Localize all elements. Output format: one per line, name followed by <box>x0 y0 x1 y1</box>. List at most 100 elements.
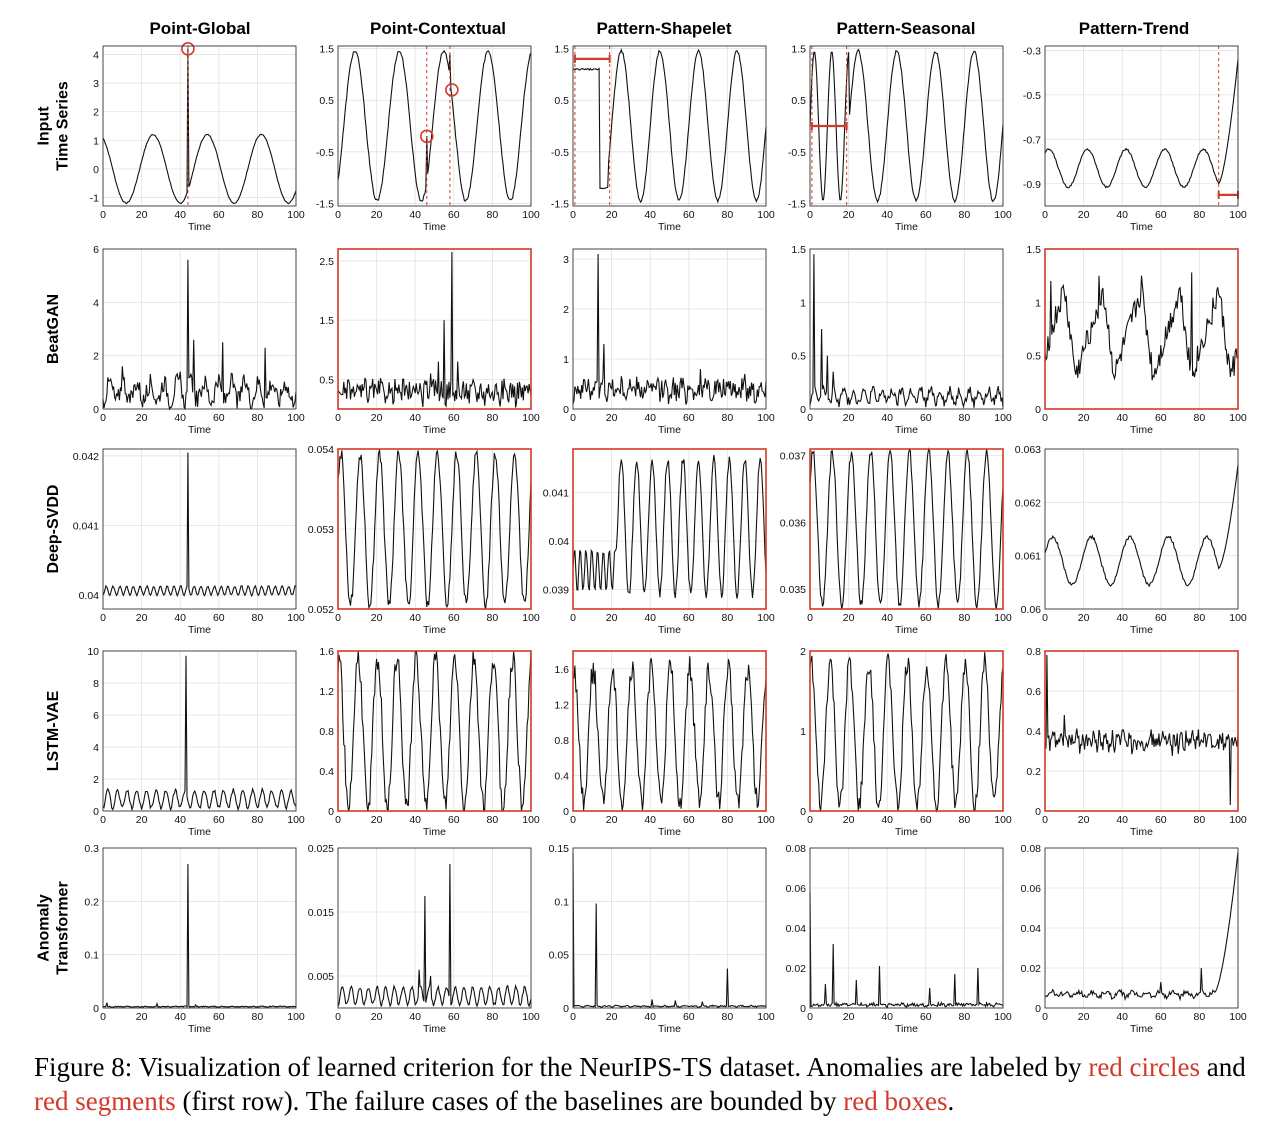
series-line-deep-svdd-pattern-seasonal <box>809 447 1004 610</box>
plot-frame <box>102 448 297 610</box>
plot-frame <box>809 248 1004 410</box>
caption-red-circles: red circles <box>1088 1052 1201 1082</box>
x-tick-label: 100 <box>994 209 1012 221</box>
y-tick-label: 0 <box>93 164 99 176</box>
y-tick-label: 0.08 <box>1021 843 1042 855</box>
x-axis-label: Time <box>658 424 681 436</box>
x-axis-label: Time <box>658 624 681 636</box>
failure-box <box>572 448 767 610</box>
x-tick-label: 100 <box>1229 814 1247 826</box>
y-tick-label: 1.5 <box>1026 244 1041 256</box>
y-tick-label: 0.5 <box>791 351 806 363</box>
x-tick-label: 60 <box>213 1011 225 1023</box>
anomaly-circle-marker <box>445 83 459 97</box>
x-tick-label: 40 <box>881 209 893 221</box>
x-tick-label: 80 <box>959 209 971 221</box>
x-tick-label: 100 <box>994 612 1012 624</box>
y-tick-label: 0.015 <box>308 907 334 919</box>
y-tick-label: 0.06 <box>1021 883 1042 895</box>
y-tick-label: 0.1 <box>84 950 99 962</box>
x-axis-label: Time <box>658 221 681 233</box>
y-tick-label: 1 <box>1035 297 1041 309</box>
panel-input-time-series-point-contextual: 0 20 40 60 80 100 -1.5 -0.5 0.5 1.5 Time <box>316 44 540 233</box>
x-tick-label: 20 <box>1078 1011 1090 1023</box>
row-title-beatgan-0: BeatGAN <box>45 294 62 364</box>
series-line-deep-svdd-pattern-shapelet <box>572 454 767 599</box>
series-line-anomaly-transformer-point-contextual <box>337 863 532 1008</box>
y-tick-label: 1.5 <box>319 315 334 327</box>
y-tick-label: 0.1 <box>554 896 569 908</box>
x-tick-label: 80 <box>252 814 264 826</box>
x-tick-label: 40 <box>174 1011 186 1023</box>
y-tick-label: 2 <box>93 774 99 786</box>
panel-lstm-vae-pattern-trend: 0 20 40 60 80 100 0 0.2 0.4 0.6 0.8 Time <box>1026 646 1247 838</box>
x-tick-label: 60 <box>213 814 225 826</box>
series-line-anomaly-transformer-pattern-trend <box>1044 851 1239 1002</box>
y-tick-label: 0 <box>1035 1003 1041 1015</box>
x-tick-label: 100 <box>1229 209 1247 221</box>
y-tick-label: 0.4 <box>1026 726 1041 738</box>
x-tick-label: 60 <box>920 412 932 424</box>
panel-deep-svdd-point-global: 0 20 40 60 80 100 0.04 0.041 0.042 Time <box>73 448 305 636</box>
x-tick-label: 40 <box>881 814 893 826</box>
y-tick-label: 1.5 <box>791 244 806 256</box>
x-tick-label: 80 <box>252 209 264 221</box>
x-tick-label: 0 <box>570 209 576 221</box>
plot-frame <box>572 248 767 410</box>
x-tick-label: 100 <box>994 814 1012 826</box>
panel-lstm-vae-point-global: 0 20 40 60 80 100 0 2 4 6 8 10 Time <box>87 646 305 838</box>
x-tick-label: 80 <box>1194 814 1206 826</box>
x-tick-label: 0 <box>1042 1011 1048 1023</box>
x-axis-label: Time <box>1130 1023 1153 1035</box>
series-line-beatgan-pattern-trend <box>1044 272 1239 381</box>
x-tick-label: 0 <box>807 1011 813 1023</box>
y-tick-label: -1.5 <box>551 198 569 210</box>
panel-anomaly-transformer-point-global: 0 20 40 60 80 100 0 0.1 0.2 0.3 Time <box>84 843 305 1035</box>
series-line-anomaly-transformer-pattern-shapelet <box>572 853 767 1009</box>
x-tick-label: 40 <box>644 814 656 826</box>
x-tick-label: 80 <box>487 814 499 826</box>
y-tick-label: 0.08 <box>786 843 807 855</box>
y-tick-label: -0.9 <box>1023 179 1041 191</box>
x-tick-label: 60 <box>448 1011 460 1023</box>
x-tick-label: 60 <box>683 412 695 424</box>
x-tick-label: 80 <box>722 209 734 221</box>
y-tick-label: 0.5 <box>554 95 569 107</box>
panel-deep-svdd-pattern-trend: 0 20 40 60 80 100 0.06 0.061 0.062 0.063 Time <box>1015 444 1247 636</box>
y-tick-label: 2 <box>563 304 569 316</box>
x-tick-label: 40 <box>1116 412 1128 424</box>
x-tick-label: 0 <box>335 412 341 424</box>
x-tick-label: 0 <box>1042 209 1048 221</box>
column-title-point-contextual: Point-Contextual <box>370 19 506 38</box>
panel-lstm-vae-pattern-seasonal: 0 20 40 60 80 100 0 1 2 Time <box>800 646 1012 838</box>
caption-text-3: (first row). The failure cases of the ba… <box>175 1086 844 1116</box>
row-title-anomaly-transformer-1: Transformer <box>55 881 72 974</box>
x-tick-label: 0 <box>335 1011 341 1023</box>
x-axis-label: Time <box>188 624 211 636</box>
x-tick-label: 60 <box>920 209 932 221</box>
plot-frame <box>1044 45 1239 207</box>
x-tick-label: 40 <box>409 412 421 424</box>
y-tick-label: 0 <box>563 806 569 818</box>
x-tick-label: 20 <box>136 412 148 424</box>
column-title-pattern-shapelet: Pattern-Shapelet <box>596 19 731 38</box>
x-axis-label: Time <box>895 424 918 436</box>
y-tick-label: 0.04 <box>786 923 807 935</box>
x-tick-label: 40 <box>409 612 421 624</box>
x-tick-label: 40 <box>1116 1011 1128 1023</box>
row-title-deep-svdd-0: Deep-SVDD <box>45 485 62 574</box>
y-tick-label: 0.05 <box>549 950 570 962</box>
x-tick-label: 80 <box>252 612 264 624</box>
panel-lstm-vae-pattern-shapelet: 0 20 40 60 80 100 0 0.4 0.8 1.2 1.6 Time <box>554 650 775 838</box>
x-tick-label: 80 <box>252 1011 264 1023</box>
y-tick-label: 0 <box>93 404 99 416</box>
x-tick-label: 40 <box>1116 612 1128 624</box>
y-tick-label: 4 <box>93 50 99 62</box>
x-tick-label: 60 <box>1155 209 1167 221</box>
y-tick-label: -0.5 <box>788 147 806 159</box>
x-tick-label: 0 <box>100 1011 106 1023</box>
y-tick-label: 0.04 <box>1021 923 1042 935</box>
x-tick-label: 100 <box>287 1011 305 1023</box>
y-tick-label: 0 <box>800 404 806 416</box>
series-line-lstm-vae-pattern-shapelet <box>572 656 767 811</box>
